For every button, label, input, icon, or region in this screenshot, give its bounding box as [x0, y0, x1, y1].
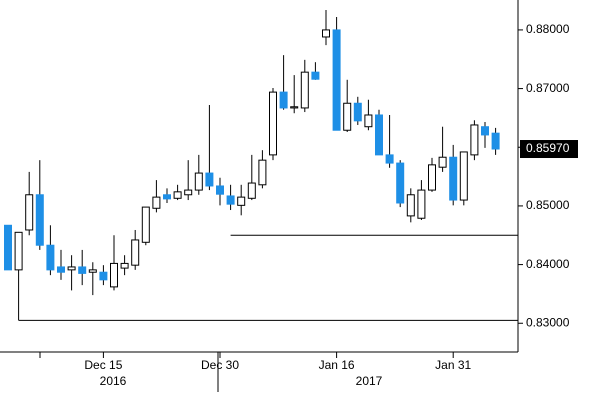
candle-body	[163, 194, 171, 200]
candle-body	[57, 266, 65, 273]
candle-body	[406, 194, 415, 217]
candle-body	[88, 269, 97, 273]
candle-body	[364, 114, 373, 128]
candle-body	[205, 172, 214, 187]
candle-body	[99, 271, 108, 281]
candle-body	[322, 29, 330, 38]
x-tick-label: Dec 15	[84, 358, 122, 372]
candle-body	[343, 102, 352, 131]
y-tick-label: 0.85000	[526, 198, 570, 212]
year-label: 2016	[100, 374, 127, 388]
candle-body	[226, 195, 235, 205]
candle-body	[396, 162, 405, 204]
candle-body	[459, 151, 468, 201]
candle-body	[247, 182, 256, 199]
candle-body	[25, 194, 34, 231]
candle-body	[449, 156, 458, 201]
y-tick-label: 0.87000	[526, 81, 570, 95]
y-tick-label: 0.88000	[526, 22, 570, 36]
candle-body	[375, 114, 383, 156]
candle-body	[481, 126, 489, 136]
candle-body	[141, 206, 150, 243]
last-price-label: 0.85970	[526, 141, 570, 155]
candle-body	[290, 106, 299, 109]
last-price-box	[520, 140, 578, 159]
candle-body	[67, 266, 76, 271]
candle-body	[470, 124, 479, 156]
x-tick-label: Jan 16	[319, 358, 355, 372]
y-tick-label: 0.84000	[526, 257, 570, 271]
candle-body	[131, 239, 140, 266]
y-tick-label: 0.83000	[526, 315, 570, 329]
candle-body	[438, 156, 447, 168]
candle-body	[173, 191, 182, 199]
candle-body	[35, 194, 44, 246]
candle-body	[120, 262, 129, 269]
candle-body	[353, 102, 362, 122]
x-tick-label: Jan 31	[435, 358, 471, 372]
candle-body	[258, 159, 267, 186]
candle-body	[417, 189, 426, 219]
candle-body	[194, 172, 203, 191]
candle-body	[14, 231, 23, 271]
candle-body	[237, 196, 246, 206]
candle-body	[216, 185, 224, 195]
candle-body	[152, 196, 161, 209]
x-tick-label: Dec 30	[201, 358, 239, 372]
candle-body	[385, 154, 394, 164]
candle-body	[332, 29, 341, 131]
candle-body	[269, 91, 277, 156]
candle-body	[428, 164, 436, 191]
candle-body	[78, 266, 87, 274]
candle-body	[110, 262, 118, 288]
candle-body	[300, 71, 309, 109]
candle-body	[4, 224, 12, 271]
candle-body	[311, 71, 320, 80]
candle-body	[46, 244, 55, 271]
candle-body	[491, 132, 500, 150]
candle-body	[184, 189, 193, 196]
year-label: 2017	[356, 374, 383, 388]
candle-body	[279, 91, 288, 109]
